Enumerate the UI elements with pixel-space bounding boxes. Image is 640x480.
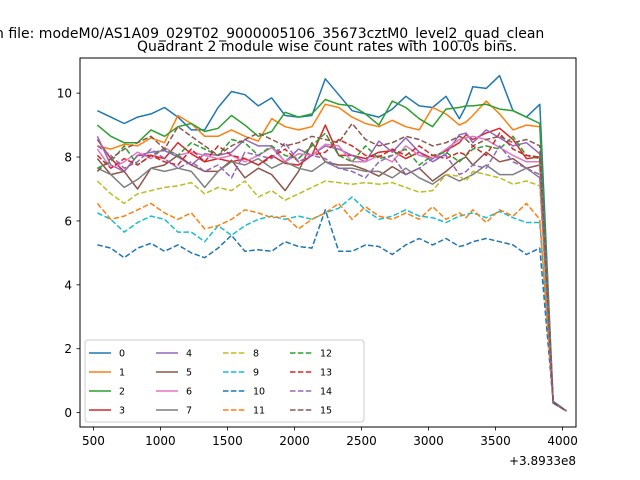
- legend-label-5: 5: [186, 368, 192, 379]
- legend-label-14: 14: [320, 387, 332, 398]
- x-tick-label: 3000: [413, 434, 444, 448]
- legend-box: [84, 339, 365, 423]
- legend-label-8: 8: [253, 349, 259, 360]
- legend-label-3: 3: [119, 406, 125, 417]
- series-line-12: [97, 132, 567, 412]
- y-tick-label: 0: [64, 406, 72, 420]
- x-tick-label: 1500: [212, 434, 243, 448]
- x-offset-label: +3.8933e8: [509, 454, 576, 468]
- series-layer: [96, 74, 568, 412]
- series-line-4: [96, 129, 567, 412]
- x-axis: 500 1000 1500 2000 2500 3000 3500 4000: [82, 427, 578, 448]
- legend-label-11: 11: [253, 406, 265, 417]
- x-tick-label: 1000: [145, 434, 176, 448]
- y-axis: 0 2 4 6 8 10: [57, 87, 80, 420]
- axes-frame: [79, 57, 577, 428]
- series-line-11: [96, 202, 567, 412]
- legend-label-0: 0: [119, 349, 125, 360]
- legend-label-12: 12: [320, 349, 332, 360]
- x-tick-label: 2500: [346, 434, 377, 448]
- y-tick-label: 10: [57, 87, 72, 101]
- series-line-15: [96, 122, 567, 412]
- x-tick-label: 500: [82, 434, 105, 448]
- legend-label-7: 7: [186, 406, 192, 417]
- plot-area: [79, 57, 577, 428]
- x-tick-label: 3500: [480, 434, 511, 448]
- y-tick-label: 4: [64, 278, 72, 292]
- series-line-9: [97, 196, 567, 412]
- x-tick-label: 4000: [547, 434, 578, 448]
- series-line-14: [96, 141, 567, 412]
- series-line-1: [97, 100, 567, 412]
- series-line-2: [96, 98, 567, 412]
- figure-suptitle: n file: modeM0/AS1A09_029T02_9000005106_…: [0, 26, 544, 42]
- legend-label-15: 15: [320, 406, 332, 417]
- x-tick-label: 2000: [279, 434, 310, 448]
- legend-label-6: 6: [186, 387, 192, 398]
- y-tick-label: 2: [64, 342, 72, 356]
- legend-label-9: 9: [253, 368, 259, 379]
- chart-title: Quadrant 2 module wise count rates with …: [137, 39, 517, 55]
- legend-label-4: 4: [186, 349, 192, 360]
- legend-label-2: 2: [119, 387, 125, 398]
- series-line-3: [96, 124, 567, 412]
- series-line-8: [96, 170, 567, 412]
- legend-label-1: 1: [119, 368, 125, 379]
- legend-label-13: 13: [320, 368, 332, 379]
- legend-label-10: 10: [253, 387, 265, 398]
- series-line-10: [97, 209, 567, 412]
- y-tick-label: 8: [64, 151, 72, 165]
- series-line-13: [96, 132, 567, 412]
- y-tick-label: 6: [64, 214, 72, 228]
